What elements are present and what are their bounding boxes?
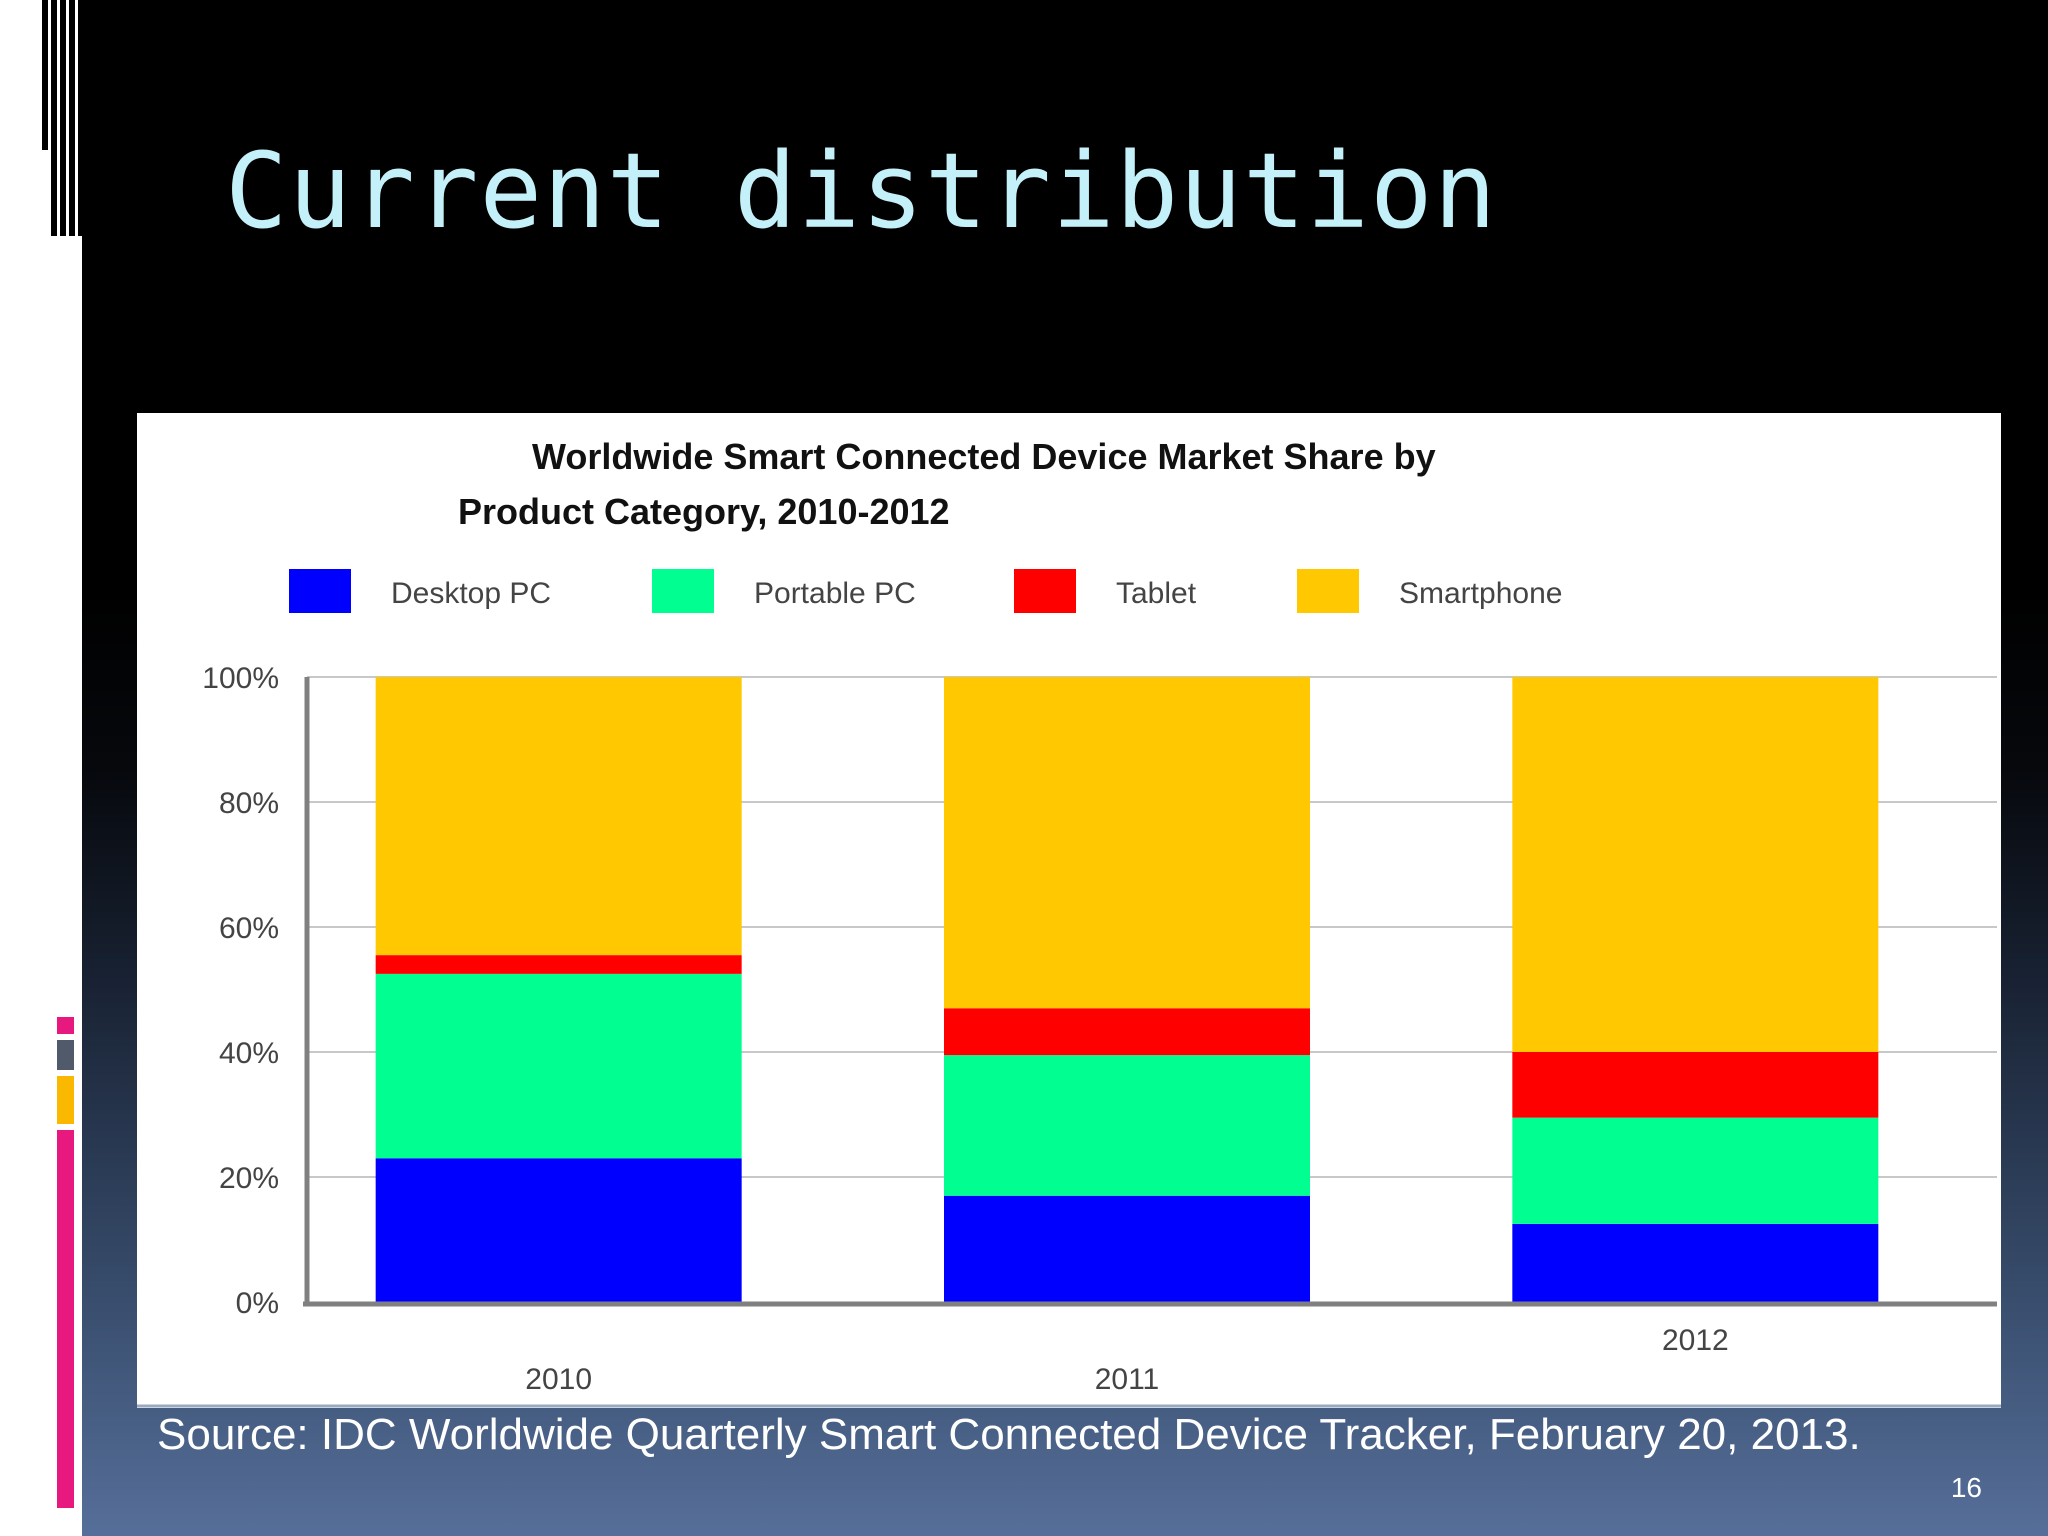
bar-tablet-2012: [1512, 1052, 1879, 1118]
stacked-bar-chart: Worldwide Smart Connected Device Market …: [137, 436, 2001, 1408]
bar-portable-pc-2010: [375, 973, 742, 1159]
y-tick-label: 60%: [219, 912, 279, 945]
y-tick-label: 20%: [219, 1162, 279, 1195]
y-tick-label: 0%: [236, 1287, 279, 1320]
chart-title-line-1: Worldwide Smart Connected Device Market …: [532, 436, 1436, 477]
bar-desktop-pc-2012: [1512, 1223, 1879, 1302]
x-tick-label: 2011: [1095, 1363, 1160, 1396]
y-tick-label: 80%: [219, 787, 279, 820]
left-decor-strip: [0, 0, 82, 1536]
y-tick-label: 40%: [219, 1037, 279, 1070]
accent-bar-pink-small: [57, 1017, 74, 1034]
bar-desktop-pc-2011: [944, 1195, 1310, 1302]
legend-swatch-desktop-pc: [289, 569, 351, 613]
source-citation: Source: IDC Worldwide Quarterly Smart Co…: [157, 1410, 1861, 1459]
legend-swatch-smartphone: [1297, 569, 1359, 613]
slide-title: Current distribution: [225, 130, 1498, 252]
y-tick-label: 100%: [202, 662, 279, 695]
accent-bar-gray: [57, 1040, 74, 1070]
bar-portable-pc-2012: [1512, 1117, 1879, 1224]
legend-swatch-portable-pc: [652, 569, 714, 613]
chart-axes: [137, 677, 2001, 1408]
chart-legend: Desktop PC Portable PC Tablet Smartphone: [289, 569, 1562, 613]
legend-label-portable-pc: Portable PC: [754, 577, 916, 610]
legend-swatch-tablet: [1014, 569, 1076, 613]
x-axis-ticks: 2010 2011 2012: [525, 1324, 1728, 1396]
bar-tablet-2010: [375, 955, 742, 974]
x-tick-label: 2012: [1662, 1324, 1729, 1357]
barcode-notch: [42, 150, 51, 236]
legend-label-tablet: Tablet: [1116, 577, 1197, 610]
chart-bars: [375, 677, 1879, 1302]
bar-smartphone-2012: [1512, 677, 1879, 1052]
legend-label-desktop-pc: Desktop PC: [391, 577, 551, 610]
bar-tablet-2011: [944, 1008, 1310, 1056]
y-axis-ticks: 0% 20% 40% 60% 80% 100%: [202, 662, 279, 1320]
chart-title-line-2: Product Category, 2010-2012: [458, 491, 950, 532]
accent-bar-pink-tall: [57, 1130, 74, 1508]
bar-smartphone-2010: [375, 677, 742, 956]
page-number: 16: [1950, 1472, 1982, 1503]
accent-bar-gold: [57, 1076, 74, 1124]
x-tick-label: 2010: [525, 1363, 592, 1396]
bar-desktop-pc-2010: [375, 1158, 742, 1302]
bar-smartphone-2011: [944, 677, 1310, 1009]
bar-portable-pc-2011: [944, 1055, 1310, 1196]
legend-label-smartphone: Smartphone: [1399, 577, 1562, 610]
chart-panel: Worldwide Smart Connected Device Market …: [137, 413, 2001, 1408]
